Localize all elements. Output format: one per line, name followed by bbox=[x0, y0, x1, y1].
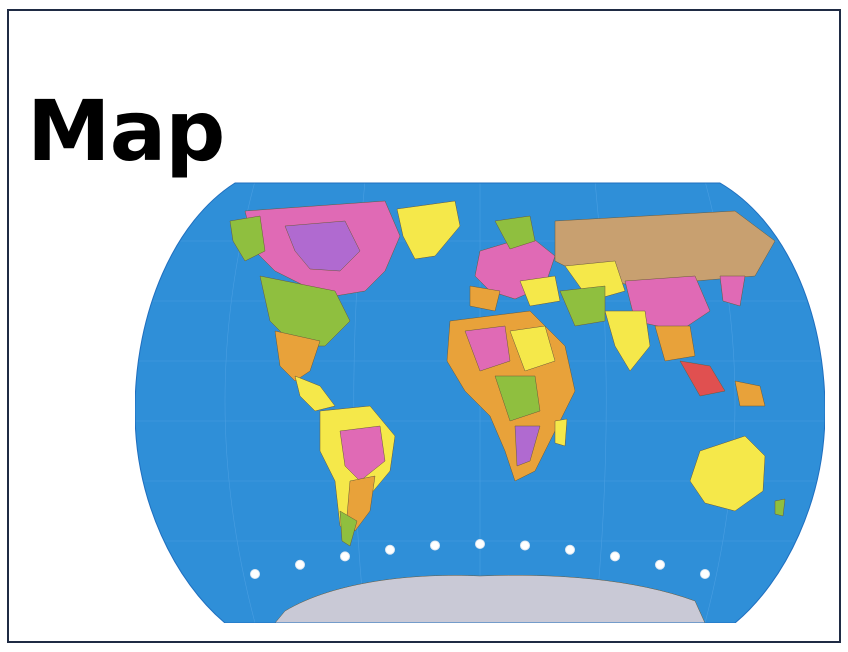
latitude-dot bbox=[565, 544, 575, 555]
latitude-dot bbox=[475, 539, 485, 549]
world-map-graphic bbox=[135, 182, 825, 623]
latitude-dot bbox=[610, 551, 620, 562]
latitude-dot bbox=[520, 540, 530, 551]
slide-frame: Map bbox=[7, 9, 841, 643]
latitude-dots bbox=[250, 539, 710, 579]
continent-europe bbox=[469, 215, 561, 312]
world-map bbox=[135, 181, 825, 623]
latitude-dot bbox=[250, 569, 260, 579]
continent-asia bbox=[554, 210, 776, 407]
antarctica bbox=[274, 575, 706, 623]
latitude-dot bbox=[295, 559, 305, 570]
latitude-dot bbox=[700, 569, 710, 579]
map-outline bbox=[135, 182, 825, 623]
continent-australia bbox=[689, 435, 786, 517]
latitude-dot bbox=[385, 544, 395, 555]
continent-north-america bbox=[229, 200, 401, 412]
greenland bbox=[396, 200, 461, 260]
continent-africa bbox=[446, 310, 576, 482]
slide-title: Map bbox=[27, 82, 225, 180]
latitude-dot bbox=[340, 551, 350, 562]
latitude-dot bbox=[655, 559, 665, 570]
continent-south-america bbox=[319, 405, 396, 547]
latitude-dot bbox=[430, 540, 440, 551]
